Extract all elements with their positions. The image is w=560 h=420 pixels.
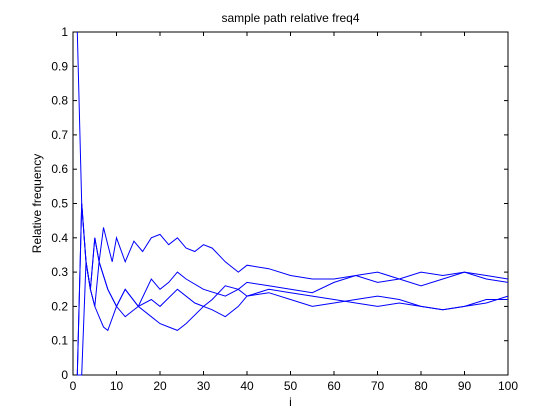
x-axis-label: i (289, 395, 292, 409)
y-tick-label: 0.4 (51, 231, 68, 245)
series-line-1 (76, 31, 509, 290)
y-tick-label: 0.1 (51, 334, 68, 348)
y-tick-label: 0.6 (51, 162, 68, 176)
y-tick-label: 0 (61, 368, 68, 382)
series-group (76, 31, 509, 376)
y-tick-label: 0.9 (51, 59, 68, 73)
y-tick-label: 0.7 (51, 128, 68, 142)
x-tick-label: 10 (110, 379, 124, 393)
y-tick-label: 1 (61, 25, 68, 39)
x-axis-ticks: 0 10 20 30 40 50 60 70 80 90 100 (70, 32, 518, 393)
plot-area (72, 31, 509, 376)
x-tick-label: 70 (371, 379, 385, 393)
x-tick-label: 100 (498, 379, 518, 393)
series-line-4 (76, 203, 508, 376)
y-axis-ticks: 0 0.1 0.2 0.3 0.4 0.5 0.6 0.7 0.8 0.9 1 (51, 25, 508, 382)
y-tick-label: 0.8 (51, 94, 68, 108)
x-tick-label: 80 (414, 379, 428, 393)
y-tick-label: 0.5 (51, 197, 68, 211)
y-tick-label: 0.3 (51, 265, 68, 279)
series-line-2 (76, 203, 509, 376)
x-tick-label: 30 (197, 379, 211, 393)
x-tick-label: 60 (327, 379, 341, 393)
y-tick-label: 0.2 (51, 299, 68, 313)
x-tick-label: 40 (240, 379, 254, 393)
x-tick-label: 20 (153, 379, 167, 393)
chart-title: sample path relative freq4 (221, 11, 359, 25)
x-tick-label: 90 (458, 379, 472, 393)
x-tick-label: 0 (70, 379, 77, 393)
x-tick-label: 50 (284, 379, 298, 393)
y-axis-label: Relative frequency (30, 154, 44, 253)
